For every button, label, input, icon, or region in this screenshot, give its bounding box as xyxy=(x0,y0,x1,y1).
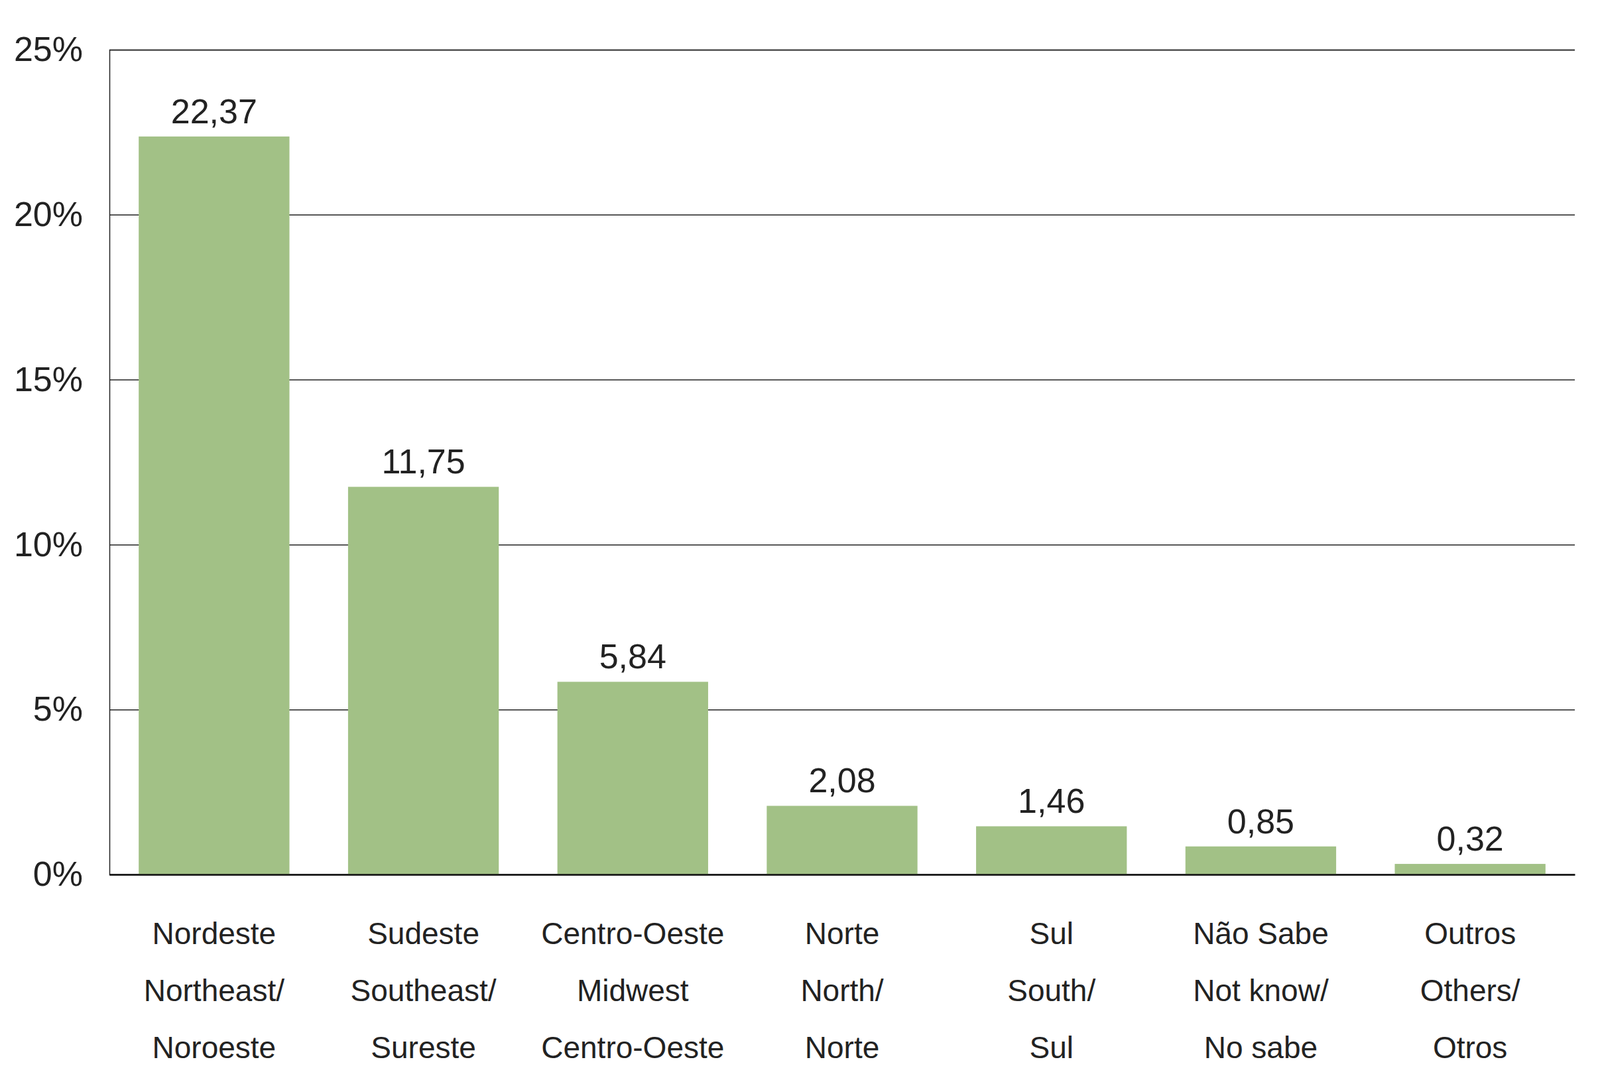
x-axis: NordesteNortheast/Noroeste SudesteSouthea… xyxy=(110,875,1576,1066)
chart: 0% 5% 10% 15% 20% 25% NordesteNortheast/Noroes… xyxy=(0,0,1600,1078)
grid-line xyxy=(109,214,1575,217)
x-tick-label: NorteNorth/Norte xyxy=(800,916,884,1065)
bar xyxy=(557,681,709,875)
x-tick: Não SabeNot know/No sabe xyxy=(1192,916,1329,1065)
grid-line xyxy=(109,544,1575,546)
grid-line xyxy=(109,379,1575,381)
bar xyxy=(348,486,499,875)
x-tick-label: OutrosOthers/Otros xyxy=(1420,916,1521,1065)
data-label: 0,85 xyxy=(1227,802,1295,841)
y-tick: 25% xyxy=(13,29,1575,69)
x-tick: NordesteNortheast/Noroeste xyxy=(143,916,285,1065)
data-label: 22,37 xyxy=(171,92,258,131)
x-tick: OutrosOthers/Otros xyxy=(1420,916,1521,1065)
bar xyxy=(976,826,1127,875)
y-tick-label: 15% xyxy=(13,360,83,399)
y-tick-label: 10% xyxy=(13,525,83,564)
bars xyxy=(138,136,1546,875)
bar xyxy=(1185,846,1337,875)
x-tick: SudesteSoutheast/Sureste xyxy=(350,916,497,1065)
x-tick-label: Não SabeNot know/No sabe xyxy=(1192,916,1329,1065)
x-tick: NorteNorth/Norte xyxy=(800,916,884,1065)
y-tick-label: 25% xyxy=(13,29,83,69)
grid-line xyxy=(109,49,1575,52)
data-label: 1,46 xyxy=(1017,781,1085,821)
plot-area: 0% 5% 10% 15% 20% 25% NordesteNortheast/Noroes… xyxy=(13,29,1576,1065)
x-axis-line xyxy=(110,873,1576,876)
data-label: 2,08 xyxy=(808,761,876,800)
y-axis-line xyxy=(110,50,1576,876)
data-label: 11,75 xyxy=(381,442,465,481)
x-tick: Centro-OesteMidwestCentro-Oeste xyxy=(541,916,725,1065)
x-tick-label: NordesteNortheast/Noroeste xyxy=(143,916,285,1065)
grid-line xyxy=(109,874,1575,876)
bar xyxy=(766,805,918,875)
data-label: 5,84 xyxy=(599,637,667,676)
bar xyxy=(1394,863,1545,875)
y-tick-label: 5% xyxy=(33,689,83,729)
data-labels: 22,37 11,75 5,84 2,08 1,46 0,85 0,32 xyxy=(171,92,1504,859)
x-tick-label: SulSouth/Sul xyxy=(1007,916,1096,1065)
data-label: 0,32 xyxy=(1436,819,1504,859)
grid-line xyxy=(109,709,1575,711)
y-axis: 0% 5% 10% 15% 20% 25% xyxy=(13,29,1575,894)
y-tick-label: 0% xyxy=(33,854,83,894)
x-tick-label: SudesteSoutheast/Sureste xyxy=(350,916,497,1065)
bar xyxy=(138,136,290,875)
x-tick: SulSouth/Sul xyxy=(1007,916,1096,1065)
y-tick-label: 20% xyxy=(13,194,83,234)
x-tick-label: Centro-OesteMidwestCentro-Oeste xyxy=(541,916,725,1065)
